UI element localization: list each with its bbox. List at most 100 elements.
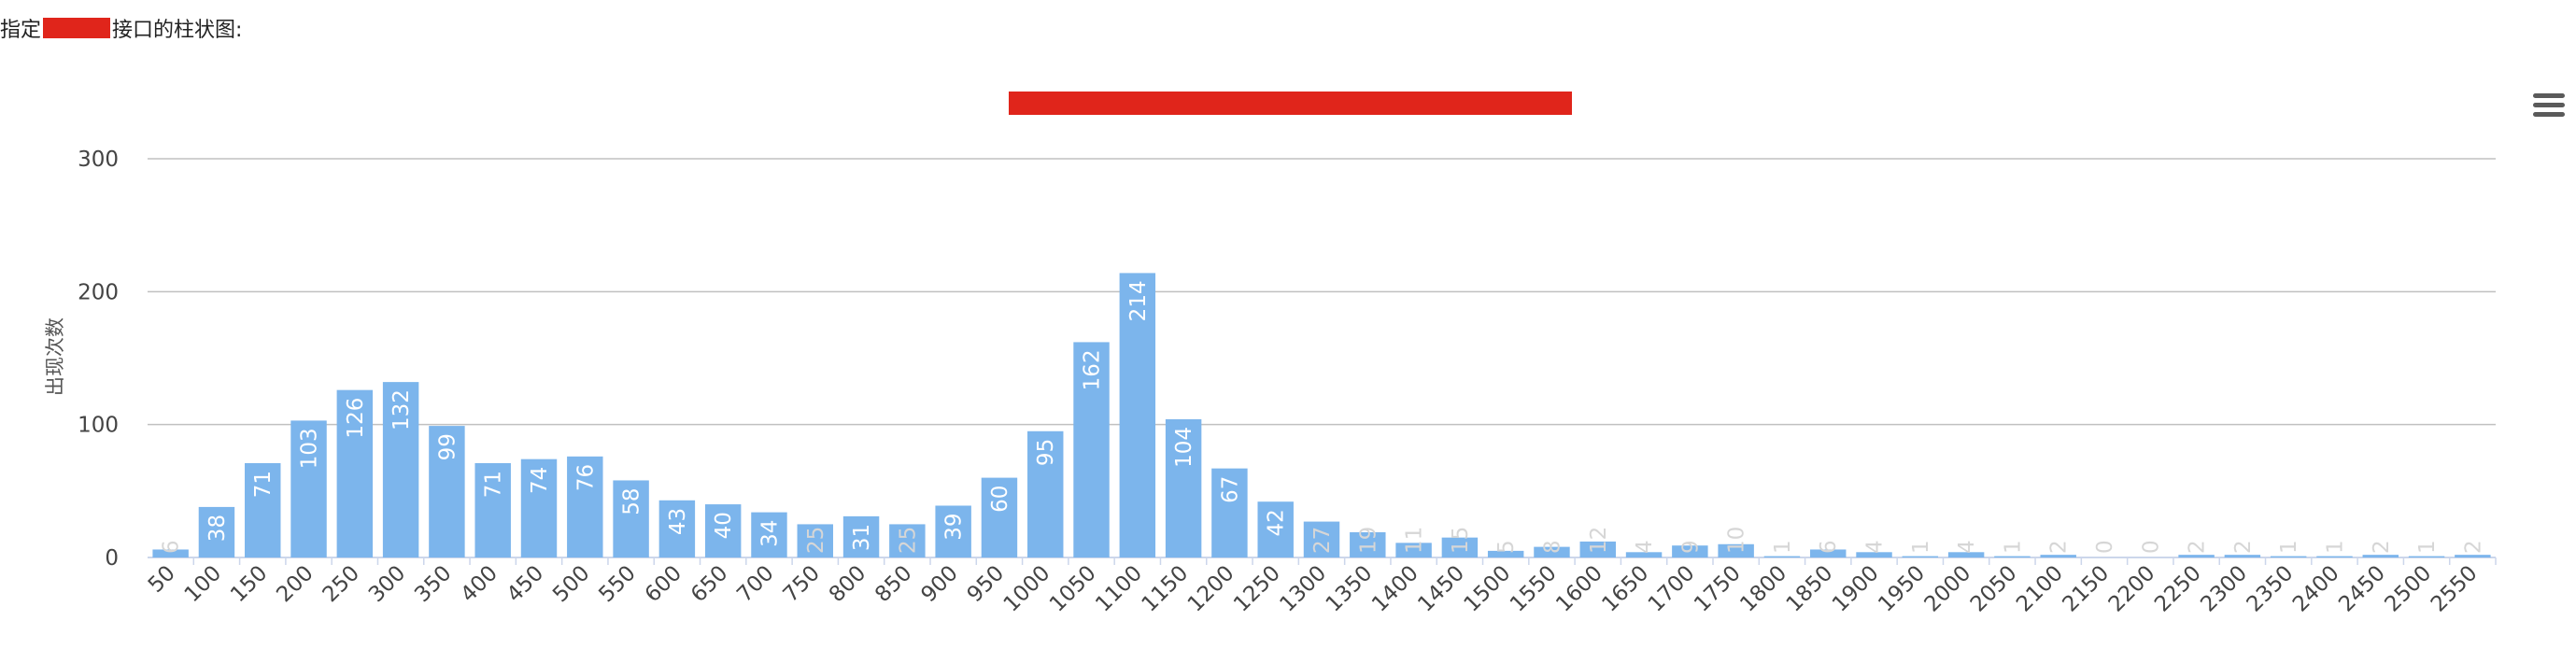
x-tick-label: 1900 (1828, 561, 1884, 617)
x-tick-label: 650 (686, 561, 732, 607)
intro-text: 指定 接口的柱状图: (0, 13, 242, 43)
data-label: 11 (1403, 527, 1427, 554)
data-label: 103 (298, 428, 322, 469)
bar (1672, 545, 1708, 557)
data-label: 76 (573, 464, 598, 491)
data-label: 2 (2231, 540, 2256, 554)
bar (1211, 468, 1248, 557)
y-tick-label: 100 (78, 414, 119, 438)
data-label: 6 (1817, 540, 1841, 554)
x-tick-label: 1300 (1275, 561, 1331, 617)
x-tick-label: 400 (457, 561, 502, 607)
data-label: 104 (1172, 427, 1196, 468)
data-label: 43 (666, 508, 690, 535)
data-label: 9 (1678, 540, 1703, 554)
data-label: 4 (1633, 540, 1657, 554)
data-label: 31 (850, 524, 874, 551)
data-label: 2 (2461, 540, 2485, 554)
bar (382, 382, 419, 557)
x-tick-label: 1250 (1229, 561, 1285, 617)
bar (2224, 555, 2261, 557)
data-label: 8 (1540, 540, 1564, 554)
data-label: 1 (1909, 540, 1933, 554)
data-label: 4 (1863, 540, 1888, 554)
bar (1395, 543, 1432, 557)
data-label: 1 (2415, 540, 2440, 554)
x-tick-label: 850 (870, 561, 916, 607)
x-tick-label: 800 (825, 561, 870, 607)
bar (889, 524, 926, 557)
x-tick-label: 2200 (2104, 561, 2160, 617)
data-label: 74 (528, 467, 552, 494)
data-label: 42 (1265, 509, 1289, 536)
bar (1856, 552, 1892, 557)
x-tick-label: 250 (318, 561, 364, 607)
x-tick-label: 450 (502, 561, 548, 607)
x-tick-label: 150 (226, 561, 272, 607)
data-label: 67 (1218, 476, 1242, 503)
bar (935, 505, 971, 557)
data-label: 71 (251, 471, 276, 498)
bar (152, 549, 189, 557)
x-tick-label: 1500 (1460, 561, 1516, 617)
bar (1303, 521, 1340, 557)
bar (336, 389, 374, 557)
data-label: 0 (2139, 540, 2163, 554)
x-tick-label: 1950 (1874, 561, 1930, 617)
bar (1487, 550, 1524, 557)
data-label: 1 (2001, 540, 2025, 554)
x-tick-label: 2400 (2288, 561, 2344, 617)
x-tick-label: 2300 (2196, 561, 2252, 617)
data-label: 1 (1771, 540, 1795, 554)
x-tick-label: 1200 (1183, 561, 1239, 617)
bar (751, 512, 787, 557)
bar (429, 426, 465, 557)
data-label: 39 (942, 513, 967, 540)
bar (1625, 552, 1663, 557)
x-tick-label: 700 (732, 561, 778, 607)
x-tick-label: 1800 (1735, 561, 1791, 617)
bar (2455, 555, 2491, 557)
bar (613, 480, 649, 557)
bar (1027, 430, 1064, 557)
bar (290, 420, 327, 557)
data-label: 71 (482, 471, 506, 498)
bar (2040, 555, 2076, 557)
bar (567, 456, 603, 557)
bar (198, 506, 235, 557)
chart-title-redaction (1009, 92, 1572, 115)
bar (1119, 273, 1156, 557)
x-tick-label: 2150 (2058, 561, 2114, 617)
data-label: 0 (2093, 540, 2117, 554)
intro-suffix: 接口的柱状图: (112, 19, 243, 42)
x-tick-label: 1550 (1506, 561, 1562, 617)
y-tick-label: 200 (78, 280, 119, 304)
x-tick-label: 100 (180, 561, 226, 607)
data-label: 162 (1081, 349, 1105, 390)
hamburger-menu-icon[interactable] (2533, 93, 2565, 121)
x-tick-label: 50 (144, 561, 180, 598)
x-tick-label: 2050 (1966, 561, 2022, 617)
bar (1441, 537, 1479, 557)
bar (1534, 546, 1570, 557)
x-tick-label: 550 (594, 561, 640, 607)
bar (1947, 552, 1985, 557)
x-tick-label: 300 (364, 561, 410, 607)
data-label: 6 (160, 540, 184, 554)
data-label: 27 (1310, 527, 1335, 554)
x-tick-label: 900 (916, 561, 962, 607)
data-label: 2 (2186, 540, 2210, 554)
data-label: 19 (1356, 527, 1380, 554)
bar (704, 504, 742, 557)
data-label: 132 (389, 389, 414, 430)
bar (1257, 501, 1294, 557)
x-tick-label: 1600 (1551, 561, 1607, 617)
data-label: 25 (896, 527, 920, 554)
x-tick-label: 1350 (1322, 561, 1378, 617)
data-label: 2 (2047, 540, 2072, 554)
bar (658, 500, 696, 557)
data-label: 25 (804, 527, 828, 554)
bar (1350, 531, 1386, 557)
data-label: 38 (205, 515, 230, 542)
